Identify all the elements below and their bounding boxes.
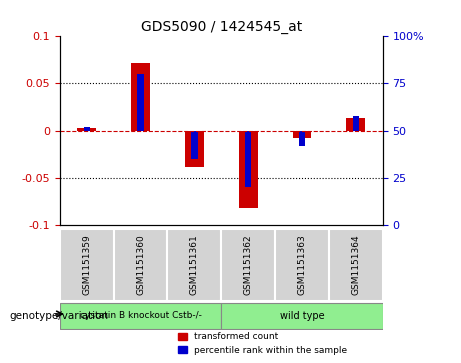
Text: GSM1151364: GSM1151364: [351, 234, 360, 295]
Text: GSM1151363: GSM1151363: [297, 234, 307, 295]
Legend: transformed count, percentile rank within the sample: transformed count, percentile rank withi…: [174, 329, 351, 359]
Text: GSM1151360: GSM1151360: [136, 234, 145, 295]
Bar: [293, 131, 311, 138]
FancyBboxPatch shape: [167, 229, 221, 301]
FancyBboxPatch shape: [221, 229, 275, 301]
FancyBboxPatch shape: [221, 303, 383, 329]
FancyBboxPatch shape: [60, 229, 114, 301]
Title: GDS5090 / 1424545_at: GDS5090 / 1424545_at: [141, 20, 302, 34]
Bar: [191, 131, 198, 159]
FancyBboxPatch shape: [60, 303, 221, 329]
FancyBboxPatch shape: [275, 229, 329, 301]
Bar: [131, 63, 150, 131]
Bar: [185, 131, 204, 167]
Bar: [239, 131, 258, 208]
Text: wild type: wild type: [280, 311, 324, 321]
Bar: [346, 118, 365, 131]
FancyBboxPatch shape: [329, 229, 383, 301]
Bar: [137, 74, 144, 131]
Bar: [83, 127, 90, 131]
Bar: [77, 128, 96, 131]
Bar: [353, 115, 359, 131]
FancyBboxPatch shape: [114, 229, 167, 301]
Text: GSM1151362: GSM1151362: [244, 234, 253, 295]
Bar: [299, 131, 305, 146]
Text: genotype/variation: genotype/variation: [9, 311, 108, 321]
Text: cystatin B knockout Cstb-/-: cystatin B knockout Cstb-/-: [80, 311, 201, 320]
Text: GSM1151361: GSM1151361: [190, 234, 199, 295]
Text: GSM1151359: GSM1151359: [83, 234, 91, 295]
Bar: [245, 131, 251, 187]
